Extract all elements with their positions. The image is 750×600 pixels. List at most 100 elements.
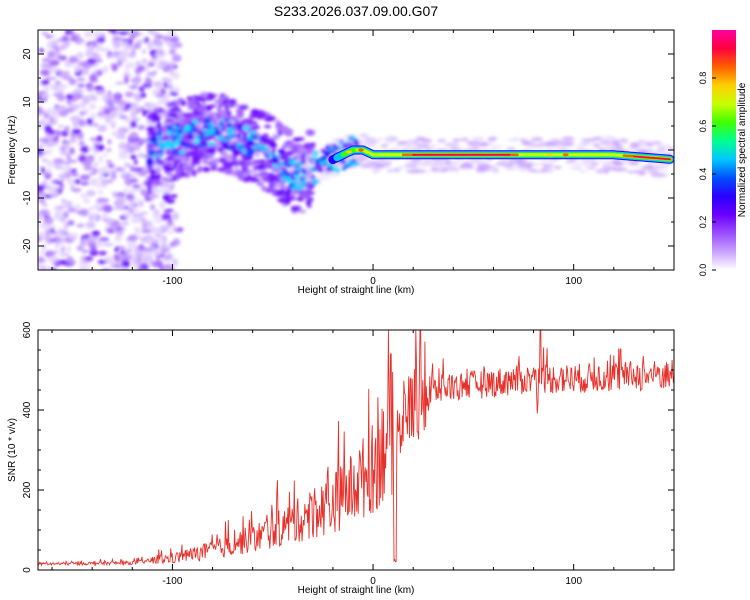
spectrogram-core-blob — [236, 142, 242, 147]
spectrogram-noise-blob — [90, 112, 97, 121]
spectrogram-noise-blob — [85, 155, 95, 163]
spectrogram-noise-blob — [103, 107, 112, 115]
spectrogram-core-blob — [215, 130, 221, 136]
snr-x-ticks: -100 0 100 — [51, 330, 655, 587]
spectrogram-haze-blob — [524, 164, 533, 168]
spectrogram-core-blob — [271, 148, 276, 152]
spectrogram-core-blob — [224, 118, 230, 122]
spectrogram-noise-blob — [40, 63, 50, 68]
spectrogram-noise-blob — [111, 94, 121, 99]
spectrogram-cloud-blob — [167, 112, 178, 118]
spectrogram-haze-blob — [586, 138, 596, 142]
snr-series-line — [38, 330, 674, 567]
figure-title: S233.2026.037.09.00.G07 — [274, 3, 438, 19]
spectrogram-haze-blob — [546, 161, 556, 165]
spectrogram-noise-blob — [40, 166, 46, 174]
spectrogram-noise-blob — [86, 189, 96, 197]
colorbar — [712, 30, 736, 270]
spectrogram-noise-blob — [75, 39, 81, 46]
spectrogram-core-blob — [205, 119, 211, 125]
spectrogram-core-blob — [218, 125, 223, 130]
spectrogram-haze-blob — [380, 144, 389, 148]
spectrogram-noise-blob — [56, 180, 64, 184]
spectrogram-core-blob — [167, 126, 172, 132]
spectrogram-noise-blob — [40, 79, 50, 86]
spectrogram-haze-blob — [504, 167, 519, 171]
spectrogram-core-blob — [317, 167, 324, 173]
spectrogram-cloud-blob — [180, 155, 190, 163]
spectrogram-noise-blob — [128, 200, 134, 207]
spectrogram-haze-blob — [371, 166, 384, 169]
spectrogram-core-blob — [291, 184, 299, 191]
spectrogram-haze-blob — [329, 173, 341, 177]
spectrogram-noise-blob — [137, 199, 144, 208]
spectrogram-core-blob — [207, 129, 213, 135]
spectrogram-noise-blob — [46, 160, 56, 168]
spectrogram-haze-blob — [448, 146, 461, 151]
spectrogram-core-blob — [224, 143, 229, 150]
spectrogram-core-blob — [192, 119, 199, 125]
spectrogram-core-blob — [299, 160, 307, 164]
spectrogram-cloud-blob — [155, 181, 164, 185]
spectrogram-noise-blob — [53, 117, 59, 122]
spectrogram-noise-blob — [62, 210, 69, 219]
spectrogram-cloud-blob — [202, 166, 211, 172]
spectrogram-core-blob — [255, 148, 260, 152]
spectrogram-noise-blob — [143, 251, 154, 257]
spectrogram-haze-blob — [558, 148, 566, 151]
spectrogram-core-blob — [243, 136, 248, 140]
spectrogram-noise-blob — [44, 168, 53, 174]
spectrogram-haze-blob — [605, 143, 617, 147]
spectrogram-noise-blob — [132, 213, 137, 217]
spectrogram-noise-blob — [153, 41, 164, 48]
spectrogram-noise-blob — [78, 140, 85, 147]
spectrogram-haze-blob — [552, 140, 564, 145]
spectrogram-noise-blob — [140, 188, 148, 196]
spectrogram-noise-blob — [73, 203, 81, 211]
spectrogram-cloud-blob — [286, 129, 292, 136]
spectrogram-noise-blob — [172, 258, 178, 267]
spectrogram-noise-blob — [119, 266, 127, 270]
spectrogram-noise-blob — [61, 35, 69, 42]
spectrogram-cloud-blob — [173, 161, 178, 168]
spectrogram-cloud-blob — [222, 160, 233, 168]
spectrogram-core-blob — [180, 124, 186, 130]
spectrogram-core-blob — [146, 158, 151, 163]
spectrogram-noise-blob — [44, 124, 52, 133]
spectrogram-haze-blob — [637, 171, 647, 176]
spectrogram-noise-blob — [101, 47, 111, 53]
spectrogram-core-blob — [324, 145, 331, 150]
spectrogram-noise-blob — [90, 244, 97, 252]
spectrogram-noise-blob — [92, 167, 98, 175]
spectrogram-noise-blob — [155, 247, 162, 255]
spectrogram-core-blob — [262, 138, 270, 144]
spectrogram-core-blob — [315, 159, 321, 165]
spectrogram-cloud-blob — [235, 158, 242, 163]
spectrogram-cloud-blob — [206, 92, 213, 96]
spectrogram-noise-blob — [96, 70, 103, 76]
spectrogram-cloud-blob — [235, 170, 245, 178]
spectrogram-noise-blob — [68, 78, 77, 85]
spectrogram-core-blob — [219, 119, 225, 123]
spectrogram-noise-blob — [102, 242, 114, 247]
spectrogram-haze-blob — [422, 159, 436, 163]
spectrogram-cloud-blob — [296, 196, 305, 202]
spectrogram-haze-blob — [625, 170, 640, 174]
spectrogram-core-blob — [285, 172, 291, 177]
spectrogram-noise-blob — [135, 70, 142, 75]
spectrogram-cloud-blob — [176, 111, 183, 117]
spectrogram-haze-blob — [471, 137, 485, 141]
spectrogram-cloud-blob — [248, 114, 258, 119]
spectrogram-haze-blob — [435, 165, 446, 170]
spectrogram-noise-blob — [84, 256, 94, 261]
spectrogram-core-blob — [218, 136, 222, 139]
spectrogram-haze-blob — [531, 163, 541, 166]
spectrogram-haze-blob — [631, 142, 638, 146]
spectrogram-cloud-blob — [292, 137, 301, 142]
spectrogram-noise-blob — [169, 91, 179, 96]
spectrogram-cloud-blob — [175, 167, 182, 175]
spectrogram-haze-blob — [365, 160, 380, 164]
spectrogram-cloud-blob — [222, 99, 228, 105]
spectrogram-core-blob — [178, 132, 184, 138]
spectrogram-noise-blob — [123, 211, 134, 219]
